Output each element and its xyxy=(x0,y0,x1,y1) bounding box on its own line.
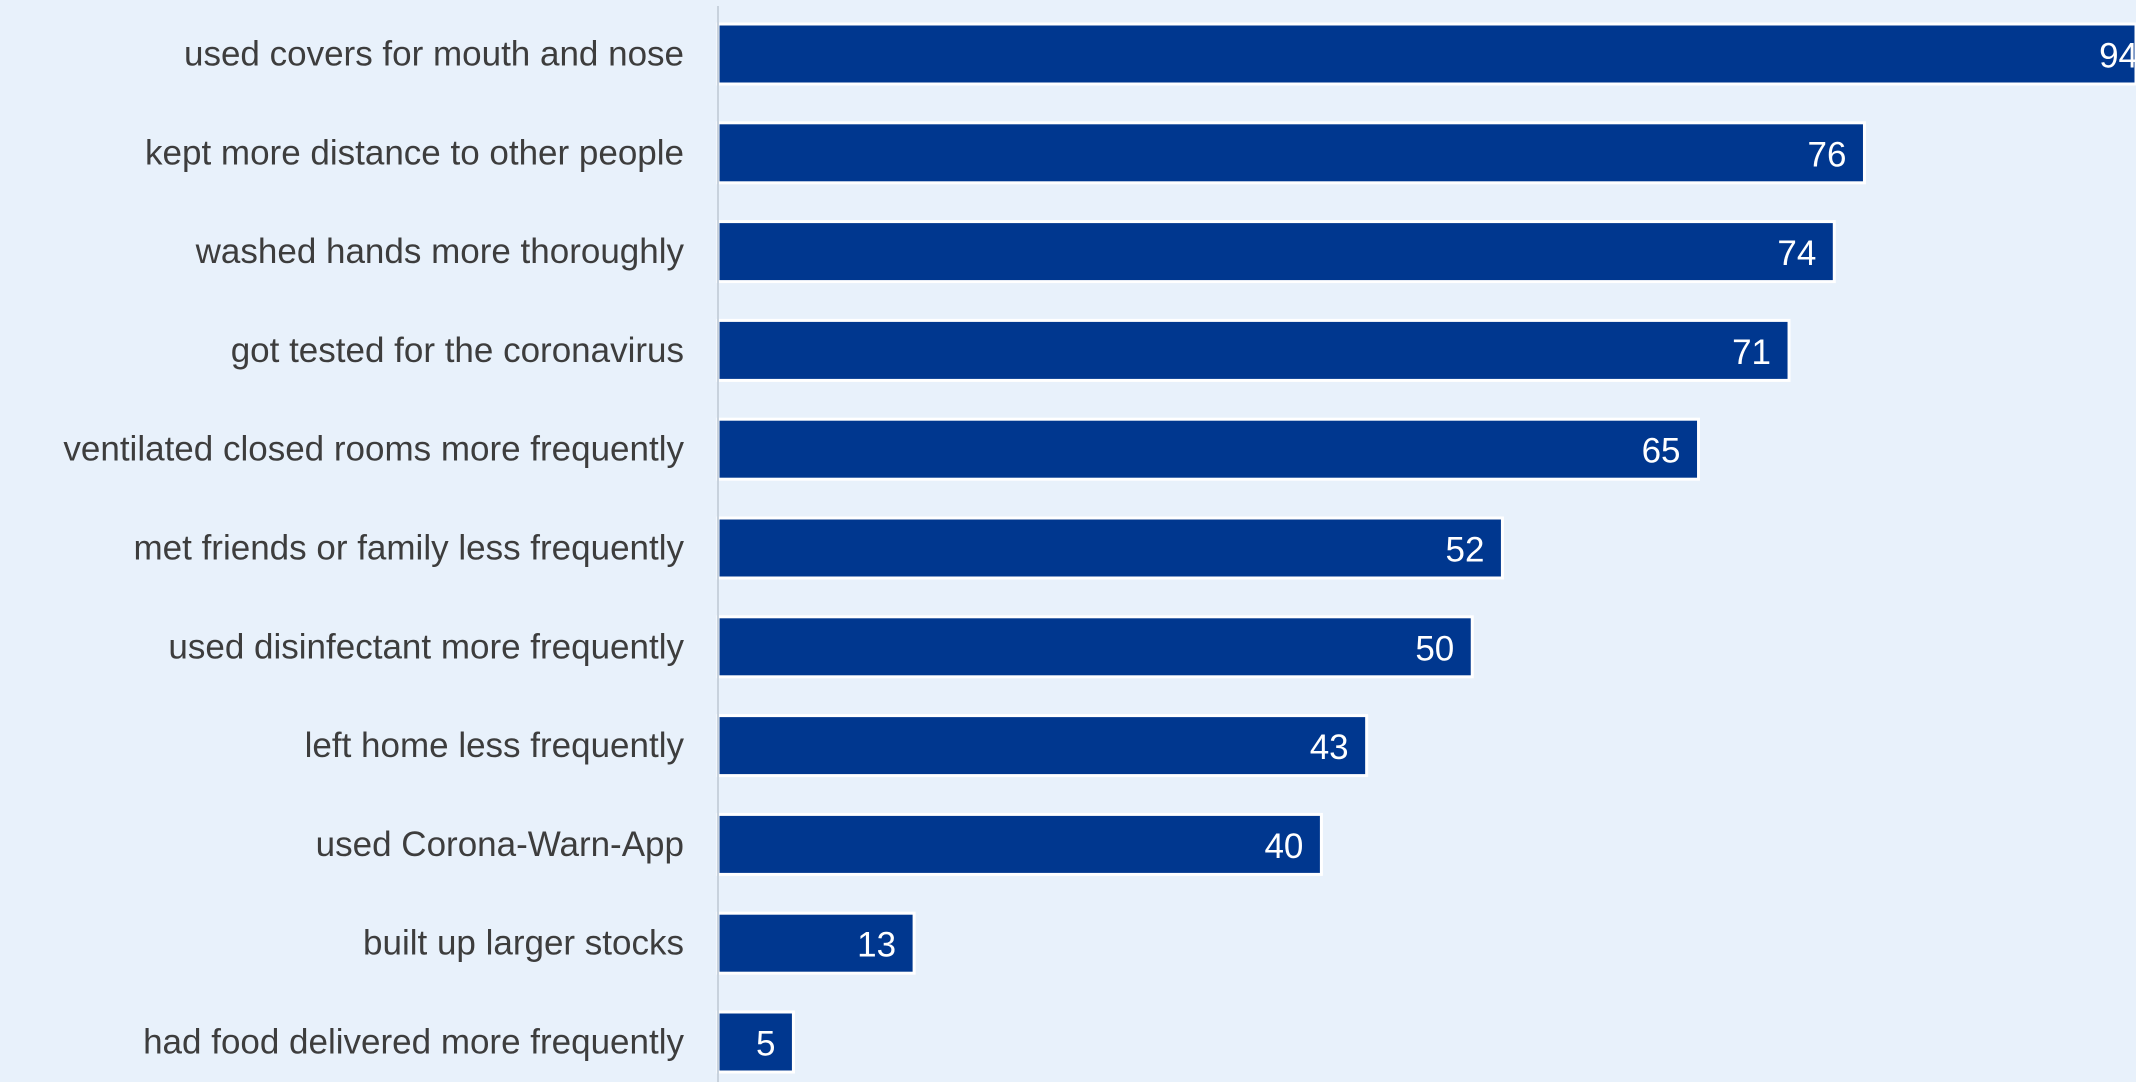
category-label: left home less frequently xyxy=(305,726,685,765)
category-label: kept more distance to other people xyxy=(145,133,684,172)
value-label: 50 xyxy=(1415,629,1454,668)
bar xyxy=(716,220,1836,284)
category-label: ventilated closed rooms more frequently xyxy=(63,430,684,469)
value-label: 52 xyxy=(1445,531,1484,570)
value-label: 65 xyxy=(1642,432,1681,471)
value-label: 13 xyxy=(857,926,896,965)
bar xyxy=(716,22,2136,86)
value-label: 76 xyxy=(1808,135,1847,174)
labels-layer: used covers for mouth and nose 94 kept mor… xyxy=(63,35,2136,1064)
category-label: used disinfectant more frequently xyxy=(168,627,684,666)
value-label: 43 xyxy=(1310,728,1349,767)
bar xyxy=(716,714,1369,778)
bars-layer xyxy=(716,22,2136,1074)
bar xyxy=(716,417,1701,481)
bar xyxy=(716,318,1791,382)
category-label: used covers for mouth and nose xyxy=(184,35,684,74)
category-label: built up larger stocks xyxy=(363,924,684,963)
value-label: 40 xyxy=(1264,827,1303,866)
category-label: got tested for the coronavirus xyxy=(231,331,684,370)
category-label: had food delivered more frequently xyxy=(143,1023,684,1062)
value-label: 94 xyxy=(2099,37,2136,76)
value-label: 74 xyxy=(1777,234,1816,273)
category-label: used Corona-Warn-App xyxy=(316,825,684,864)
category-label: met friends or family less frequently xyxy=(134,529,685,568)
value-label: 5 xyxy=(756,1025,775,1064)
category-label: washed hands more thoroughly xyxy=(195,232,685,271)
bar xyxy=(716,812,1323,876)
bar xyxy=(716,121,1866,185)
value-label: 71 xyxy=(1732,333,1771,372)
bar xyxy=(716,1010,795,1074)
bar xyxy=(716,516,1504,580)
bar xyxy=(716,615,1474,679)
